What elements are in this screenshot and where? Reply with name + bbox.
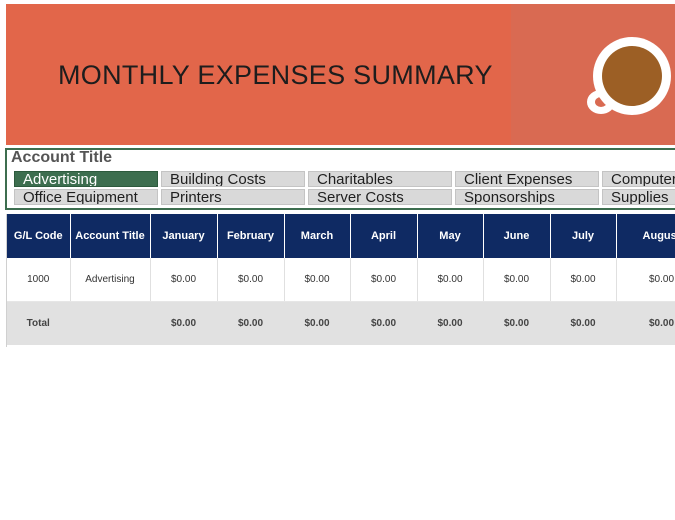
column-header-february[interactable]: February (217, 214, 285, 258)
slicer-item-charitables[interactable]: Charitables (308, 171, 452, 187)
column-header-july[interactable]: July (550, 214, 617, 258)
cell-august[interactable]: $0.00 (616, 258, 675, 302)
total-february[interactable]: $0.00 (217, 301, 285, 345)
cell-may[interactable]: $0.00 (417, 258, 484, 302)
slicer-title: Account Title (11, 149, 113, 166)
total-june[interactable]: $0.00 (483, 301, 551, 345)
account-title-slicer: Account Title Advertising Building Costs… (5, 148, 675, 210)
total-label[interactable]: Total (7, 301, 71, 345)
total-row: Total $0.00 $0.00 $0.00 $0.00 $0.00 $0.0… (7, 301, 675, 345)
slicer-item-office-equipment[interactable]: Office Equipment (14, 189, 158, 205)
banner: MONTHLY EXPENSES SUMMARY (6, 4, 675, 145)
cell-march[interactable]: $0.00 (284, 258, 351, 302)
column-header-may[interactable]: May (417, 214, 484, 258)
slicer-item-sponsorships[interactable]: Sponsorships (455, 189, 599, 205)
coffee-cup-icon (587, 37, 671, 115)
page-title: MONTHLY EXPENSES SUMMARY (58, 60, 493, 90)
slicer-item-server-costs[interactable]: Server Costs (308, 189, 452, 205)
total-january[interactable]: $0.00 (150, 301, 218, 345)
slicer-item-supplies[interactable]: Supplies (602, 189, 675, 205)
table-header-row: G/L Code Account Title January February … (7, 214, 675, 258)
total-august[interactable]: $0.00 (616, 301, 675, 345)
column-header-january[interactable]: January (150, 214, 218, 258)
total-july[interactable]: $0.00 (550, 301, 617, 345)
cell-july[interactable]: $0.00 (550, 258, 617, 302)
slicer-item-building-costs[interactable]: Building Costs (161, 171, 305, 187)
slicer-item-client-expenses[interactable]: Client Expenses (455, 171, 599, 187)
total-account-title[interactable] (70, 301, 151, 345)
column-header-april[interactable]: April (350, 214, 418, 258)
column-header-june[interactable]: June (483, 214, 551, 258)
cell-account-title[interactable]: Advertising (70, 258, 151, 302)
total-may[interactable]: $0.00 (417, 301, 484, 345)
cell-june[interactable]: $0.00 (483, 258, 551, 302)
cell-april[interactable]: $0.00 (350, 258, 418, 302)
total-april[interactable]: $0.00 (350, 301, 418, 345)
cell-february[interactable]: $0.00 (217, 258, 285, 302)
cell-gl-code[interactable]: 1000 (7, 258, 71, 302)
column-header-august[interactable]: August (616, 214, 675, 258)
cell-january[interactable]: $0.00 (150, 258, 218, 302)
column-header-gl-code[interactable]: G/L Code (7, 214, 71, 258)
slicer-item-advertising[interactable]: Advertising (14, 171, 158, 187)
expenses-table: G/L Code Account Title January February … (6, 214, 675, 347)
column-header-march[interactable]: March (284, 214, 351, 258)
total-march[interactable]: $0.00 (284, 301, 351, 345)
slicer-item-computer[interactable]: Computer (602, 171, 675, 187)
table-row: 1000 Advertising $0.00 $0.00 $0.00 $0.00… (7, 258, 675, 302)
column-header-account-title[interactable]: Account Title (70, 214, 151, 258)
slicer-item-printers[interactable]: Printers (161, 189, 305, 205)
